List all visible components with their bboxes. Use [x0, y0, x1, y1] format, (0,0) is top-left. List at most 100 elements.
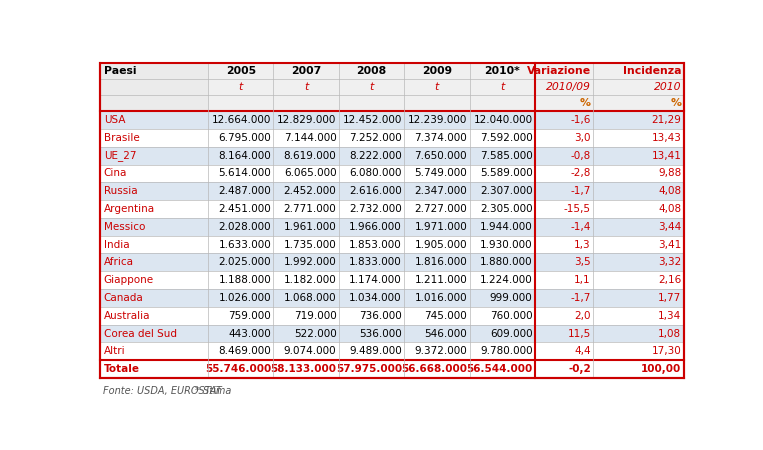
Text: 6.080.000: 6.080.000 [349, 168, 402, 179]
Text: Giappone: Giappone [104, 275, 154, 285]
Text: 2.347.000: 2.347.000 [414, 186, 467, 196]
Text: 2.452.000: 2.452.000 [284, 186, 336, 196]
Bar [208, 63, 273, 111]
Text: 546.000: 546.000 [424, 328, 467, 338]
Text: 2.451.000: 2.451.000 [218, 204, 271, 214]
Text: 745.000: 745.000 [424, 310, 467, 321]
Text: Fonte: USDA, EUROSTAT: Fonte: USDA, EUROSTAT [103, 386, 222, 396]
Text: 6.065.000: 6.065.000 [284, 168, 336, 179]
Text: Russia: Russia [104, 186, 137, 196]
Text: -0,8: -0,8 [571, 151, 591, 161]
Text: Messico: Messico [104, 222, 145, 232]
Text: 13,41: 13,41 [652, 151, 681, 161]
Text: 443.000: 443.000 [228, 328, 271, 338]
Text: 1.026.000: 1.026.000 [218, 293, 271, 303]
Bar [535, 63, 594, 111]
Bar [100, 218, 684, 236]
Text: 3,0: 3,0 [575, 133, 591, 143]
Text: 609.000: 609.000 [490, 328, 533, 338]
Text: 1,77: 1,77 [658, 293, 681, 303]
Bar [100, 111, 684, 129]
Text: 100,00: 100,00 [641, 364, 681, 374]
Text: 1.833.000: 1.833.000 [349, 257, 402, 267]
Bar [404, 63, 469, 111]
Text: 1.971.000: 1.971.000 [414, 222, 467, 232]
Text: 1,08: 1,08 [658, 328, 681, 338]
Text: 1.992.000: 1.992.000 [284, 257, 336, 267]
Text: India: India [104, 239, 129, 250]
Text: 2,0: 2,0 [575, 310, 591, 321]
Text: UE_27: UE_27 [104, 150, 136, 161]
Bar [594, 63, 684, 111]
Bar [100, 200, 684, 218]
Text: 8.222.000: 8.222.000 [349, 151, 402, 161]
Text: 1.930.000: 1.930.000 [480, 239, 533, 250]
Bar [100, 63, 208, 111]
Text: 8.469.000: 8.469.000 [218, 346, 271, 356]
Text: USA: USA [104, 115, 125, 125]
Text: 760.000: 760.000 [490, 310, 533, 321]
Text: Australia: Australia [104, 310, 150, 321]
Bar [100, 342, 684, 360]
Text: 12.040.000: 12.040.000 [473, 115, 533, 125]
Text: 3,44: 3,44 [658, 222, 681, 232]
Text: 21,29: 21,29 [652, 115, 681, 125]
Text: 2.727.000: 2.727.000 [414, 204, 467, 214]
Text: Corea del Sud: Corea del Sud [104, 328, 177, 338]
Text: t: t [369, 82, 374, 92]
Text: 58.133.000: 58.133.000 [270, 364, 336, 374]
Text: 1.068.000: 1.068.000 [284, 293, 336, 303]
Bar [100, 253, 684, 271]
Text: Africa: Africa [104, 257, 134, 267]
Bar [339, 63, 404, 111]
Bar [100, 307, 684, 324]
Text: 1.853.000: 1.853.000 [349, 239, 402, 250]
Text: Totale: Totale [104, 364, 140, 374]
Text: 2010: 2010 [654, 82, 681, 92]
Text: 2010/09: 2010/09 [546, 82, 591, 92]
Text: 2010*: 2010* [485, 66, 520, 76]
Text: 2.025.000: 2.025.000 [218, 257, 271, 267]
Bar [100, 289, 684, 307]
Text: 12.664.000: 12.664.000 [211, 115, 271, 125]
Text: Incidenza: Incidenza [623, 66, 681, 76]
Text: t: t [500, 82, 504, 92]
Text: 6.795.000: 6.795.000 [218, 133, 271, 143]
Text: Altri: Altri [104, 346, 125, 356]
Text: 3,5: 3,5 [575, 257, 591, 267]
Text: -15,5: -15,5 [564, 204, 591, 214]
Text: 3,41: 3,41 [658, 239, 681, 250]
Text: t: t [239, 82, 243, 92]
Text: 5.589.000: 5.589.000 [480, 168, 533, 179]
Text: Paesi: Paesi [104, 66, 136, 76]
Text: 8.164.000: 8.164.000 [218, 151, 271, 161]
Text: 1.944.000: 1.944.000 [480, 222, 533, 232]
Text: 2008: 2008 [356, 66, 387, 76]
Bar [100, 165, 684, 182]
Text: 1.905.000: 1.905.000 [414, 239, 467, 250]
Text: 4,4: 4,4 [575, 346, 591, 356]
Text: 1.633.000: 1.633.000 [218, 239, 271, 250]
Text: 2,16: 2,16 [658, 275, 681, 285]
Text: 13,43: 13,43 [652, 133, 681, 143]
Text: 2.487.000: 2.487.000 [218, 186, 271, 196]
Text: 1.961.000: 1.961.000 [284, 222, 336, 232]
Text: t: t [435, 82, 439, 92]
Text: 9.372.000: 9.372.000 [414, 346, 467, 356]
Text: 12.452.000: 12.452.000 [343, 115, 402, 125]
Text: 736.000: 736.000 [359, 310, 402, 321]
Text: 2.028.000: 2.028.000 [218, 222, 271, 232]
Text: 55.746.000: 55.746.000 [204, 364, 271, 374]
Text: 5.749.000: 5.749.000 [414, 168, 467, 179]
Text: 1,3: 1,3 [575, 239, 591, 250]
Text: Brasile: Brasile [104, 133, 140, 143]
Bar [469, 63, 535, 111]
Text: -1,7: -1,7 [571, 186, 591, 196]
Text: 57.975.000: 57.975.000 [336, 364, 402, 374]
Bar [100, 236, 684, 253]
Text: 1.016.000: 1.016.000 [414, 293, 467, 303]
Text: 7.374.000: 7.374.000 [414, 133, 467, 143]
Text: 9,88: 9,88 [658, 168, 681, 179]
Text: t: t [304, 82, 308, 92]
Text: -1,6: -1,6 [571, 115, 591, 125]
